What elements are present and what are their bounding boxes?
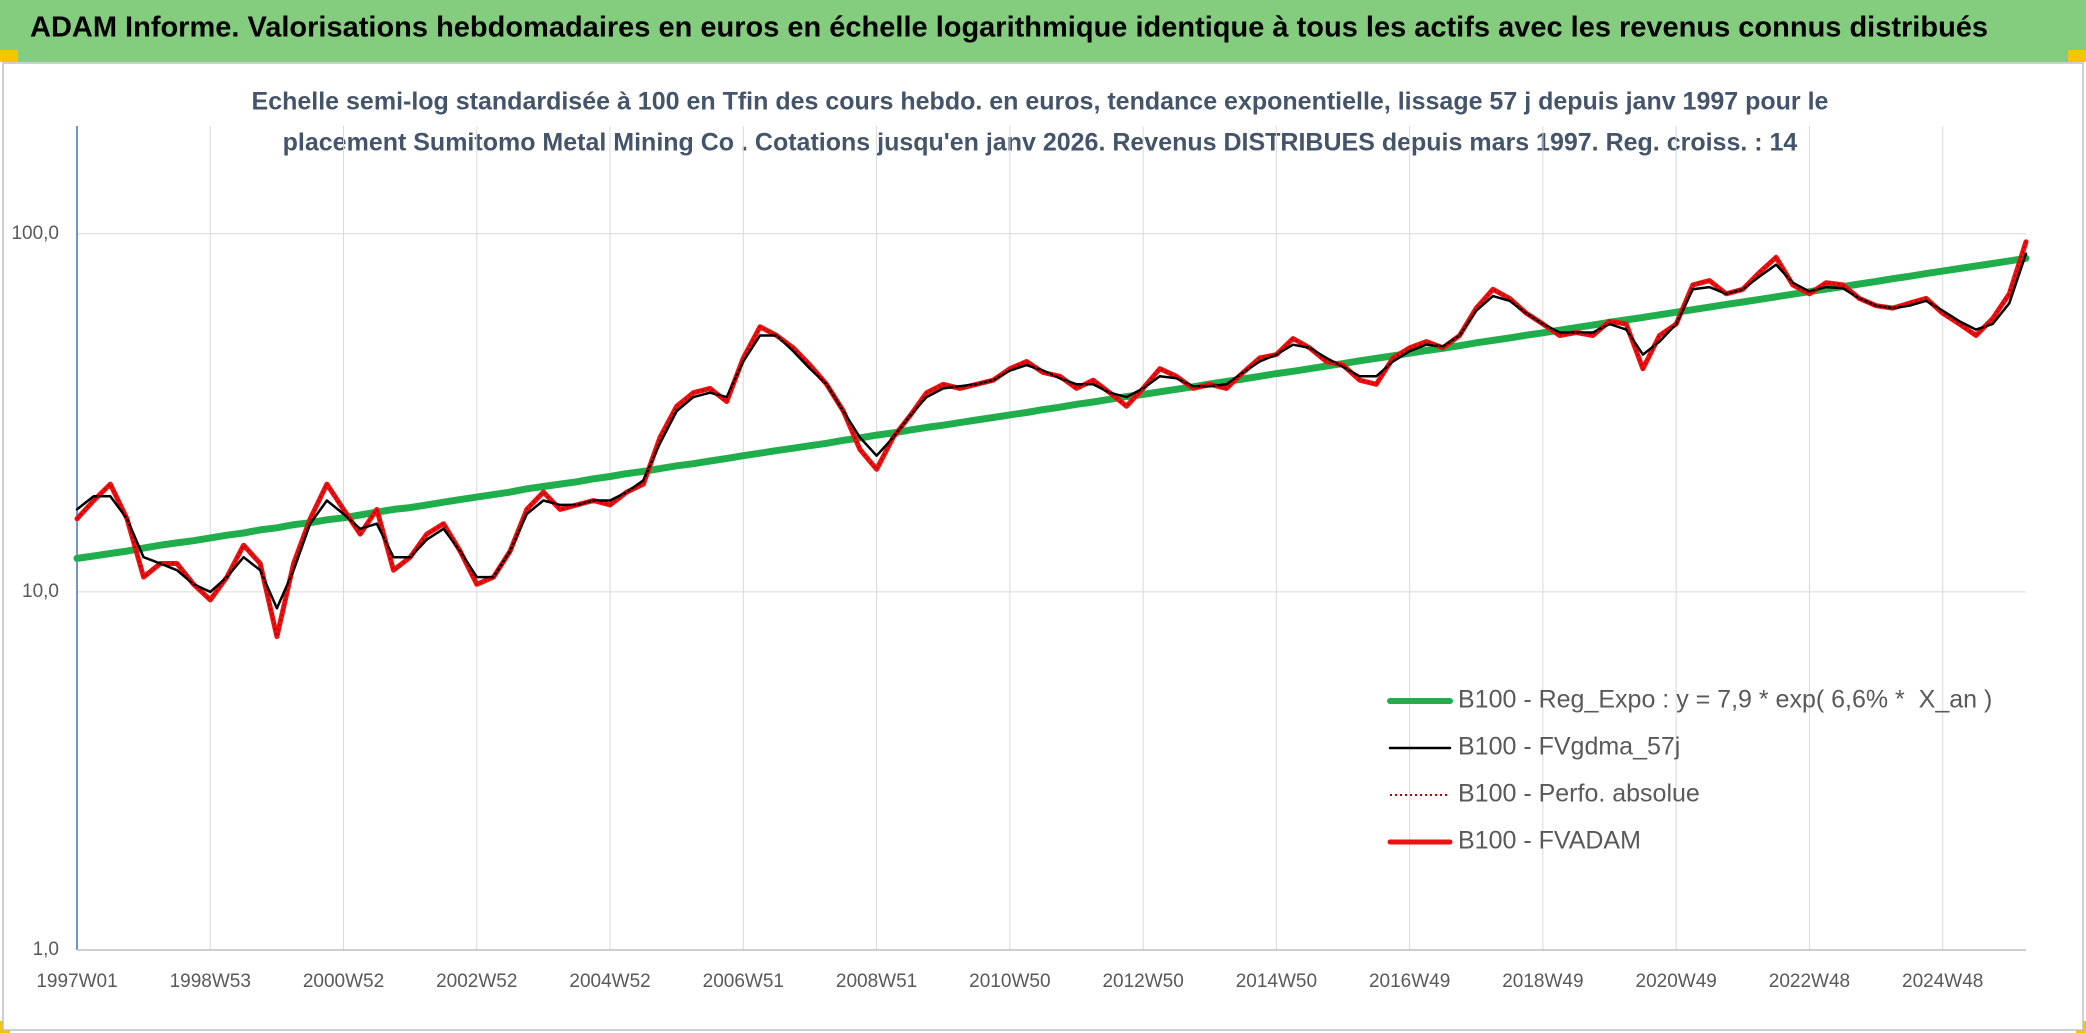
series-line <box>73 254 2030 562</box>
x-tick-label: 2008W51 <box>836 971 917 992</box>
x-tick-label: 2000W52 <box>303 971 384 992</box>
legend-label: B100 - Perfo. absolue <box>1458 780 1700 808</box>
x-tick-label: 2024W48 <box>1902 971 1983 992</box>
x-tick-label: 2010W50 <box>969 971 1050 992</box>
x-tick-label: 2002W52 <box>436 971 517 992</box>
x-tick-label: 1997W01 <box>36 971 117 992</box>
legend-label: B100 - FVgdma_57j <box>1458 733 1680 761</box>
x-tick-label: 2022W48 <box>1769 971 1850 992</box>
chart-subtitle: placement Sumitomo Metal Mining Co . Cot… <box>283 129 1798 157</box>
corner <box>0 50 18 62</box>
x-tick-label: 1998W53 <box>170 971 251 992</box>
y-tick-label: 100,0 <box>11 223 59 244</box>
x-tick-label: 2016W49 <box>1369 971 1450 992</box>
x-tick-label: 2014W50 <box>1236 971 1317 992</box>
x-tick-label: 2018W49 <box>1502 971 1583 992</box>
x-tick-label: 2020W49 <box>1636 971 1717 992</box>
x-tick-label: 2004W52 <box>569 971 650 992</box>
y-tick-label: 10,0 <box>22 581 59 602</box>
chart-subtitle: Echelle semi-log standardisée à 100 en T… <box>252 88 1829 116</box>
legend-label: B100 - FVADAM <box>1458 827 1641 855</box>
x-tick-label: 2006W51 <box>703 971 784 992</box>
y-tick-label: 1,0 <box>33 939 59 960</box>
chart-frame <box>2 62 2084 1031</box>
legend-label: B100 - Reg_Expo : y = 7,9 * exp( 6,6% * … <box>1458 686 1992 714</box>
x-tick-label: 2012W50 <box>1102 971 1183 992</box>
chart-title: ADAM Informe. Valorisations hebdomadaire… <box>30 12 1988 44</box>
title-banner <box>0 0 2086 62</box>
corner <box>2068 50 2086 62</box>
series-line <box>75 252 2028 610</box>
